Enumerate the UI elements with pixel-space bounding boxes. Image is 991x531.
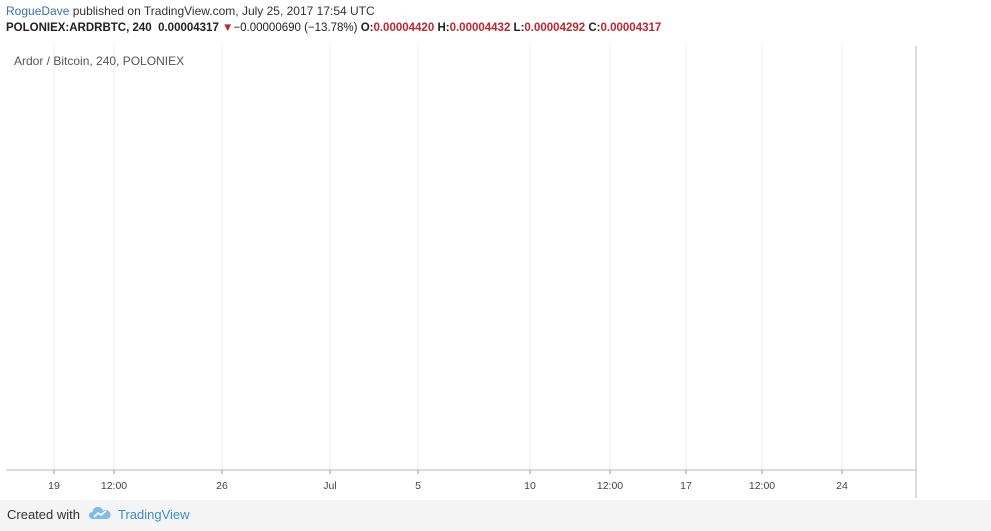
price-change: −0.00000690 (−13.78%) (233, 22, 358, 34)
author-link[interactable]: RogueDave (6, 4, 70, 18)
x-tick-label: 19 (48, 480, 60, 492)
chart-title: Ardor / Bitcoin, 240, POLONIEX (14, 54, 184, 68)
high-value: 0.00004432 (449, 22, 511, 34)
x-tick-label: 26 (216, 480, 228, 492)
price-chart[interactable]: 3(5)(1)(4)(2)(3)(4)(5)12345AB 0.00003000… (6, 46, 989, 498)
publish-text: published on TradingView.com, July 25, 2… (72, 4, 375, 18)
x-tick-label: 12:00 (101, 480, 127, 492)
x-tick-label: 12:00 (597, 480, 623, 492)
tradingview-brand-link[interactable]: TradingView (118, 507, 190, 522)
low-value: 0.00004292 (524, 22, 586, 34)
plot-background (6, 46, 916, 498)
created-with-label: Created with (7, 507, 80, 522)
footer-bar: Created with TradingView (0, 500, 991, 531)
x-tick-label: Jul (323, 480, 336, 492)
x-tick-label: 17 (680, 480, 692, 492)
x-tick-label: 5 (415, 480, 421, 492)
publish-info: RogueDave published on TradingView.com, … (6, 4, 375, 18)
tradingview-cloud-icon[interactable] (88, 505, 112, 521)
last-price: 0.00004317 (158, 22, 219, 34)
chart-area[interactable]: 3(5)(1)(4)(2)(3)(4)(5)12345AB 0.00003000… (6, 46, 989, 498)
close-label: C: (588, 22, 601, 34)
low-label: L: (513, 22, 525, 34)
symbol-ohlc-line: POLONIEX:ARDRBTC, 240 0.00004317 ▼−0.000… (6, 22, 661, 34)
symbol-label: POLONIEX:ARDRBTC, 240 (6, 22, 152, 34)
chart-header: RogueDave published on TradingView.com, … (0, 0, 991, 40)
high-label: H: (437, 22, 450, 34)
close-value: 0.00004317 (600, 22, 662, 34)
x-tick-label: 24 (836, 480, 848, 492)
x-tick-label: 12:00 (749, 480, 775, 492)
grid-lines (53, 46, 843, 470)
open-value: 0.00004420 (373, 22, 435, 34)
down-arrow-icon: ▼ (222, 22, 234, 34)
x-tick-label: 10 (524, 480, 536, 492)
open-label: O: (360, 22, 374, 34)
time-axis[interactable]: 19 12:00 26 Jul 5 10 12:00 17 12:00 24 (48, 470, 848, 492)
